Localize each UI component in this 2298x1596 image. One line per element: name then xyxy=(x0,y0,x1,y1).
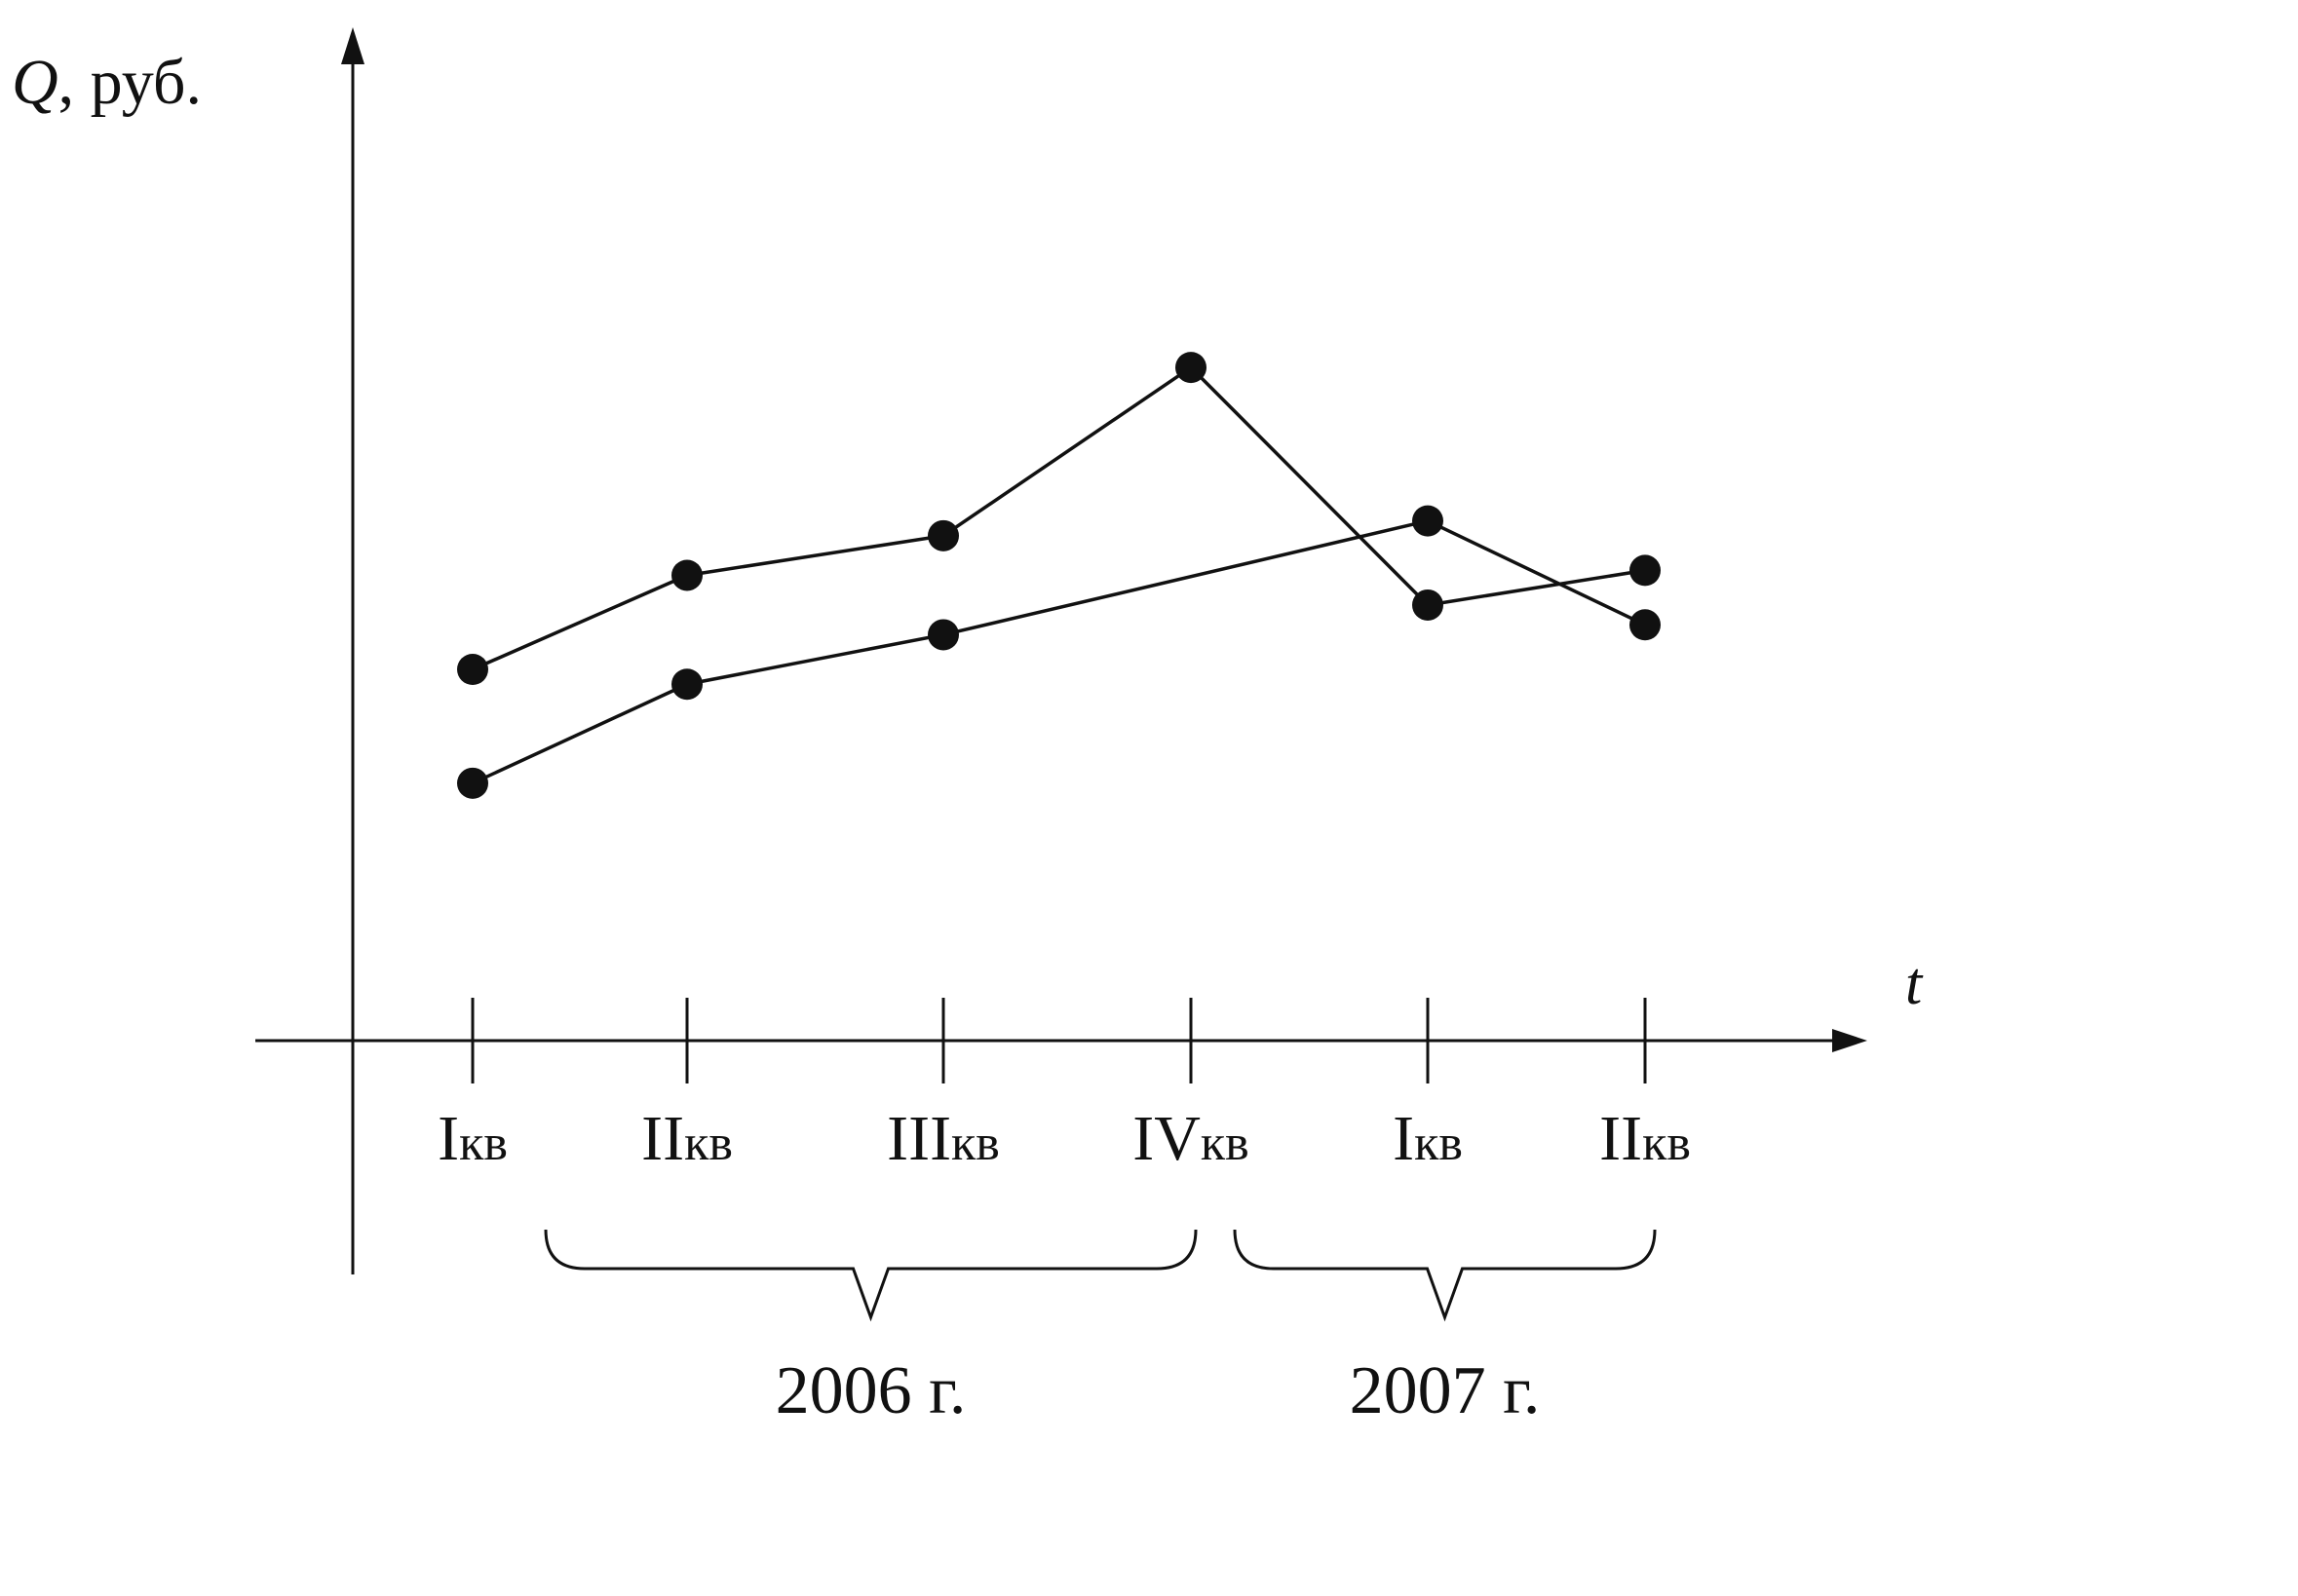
y-axis-label-unit: , руб. xyxy=(58,47,202,118)
x-tick-label-5-suffix: кв xyxy=(1642,1116,1691,1171)
series-1-line xyxy=(472,518,1646,785)
x-tick-label-5: IIкв xyxy=(1599,1103,1691,1174)
x-tick-label-3: IVкв xyxy=(1132,1103,1248,1174)
series-1-point-3 xyxy=(1412,505,1443,537)
series-1-point-4 xyxy=(1629,609,1661,641)
series-0-point-5 xyxy=(1629,554,1661,587)
x-tick-label-3-numeral: IV xyxy=(1132,1103,1201,1174)
series-1-point-2 xyxy=(928,619,959,651)
year-label-1: 2007 г. xyxy=(1350,1353,1541,1428)
x-tick-label-1-suffix: кв xyxy=(684,1116,733,1171)
x-tick-label-2-numeral: III xyxy=(887,1103,951,1174)
series-layer xyxy=(457,352,1661,799)
x-tick-label-4-suffix: кв xyxy=(1414,1116,1463,1171)
series-1-point-0 xyxy=(457,767,488,799)
series-1-point-1 xyxy=(671,668,703,701)
x-tick-label-5-numeral: II xyxy=(1599,1103,1642,1174)
x-axis-arrow xyxy=(1832,1029,1867,1052)
series-0-point-2 xyxy=(928,519,959,551)
x-tick-label-1: IIкв xyxy=(641,1103,733,1174)
x-tick-label-1-numeral: II xyxy=(641,1103,684,1174)
x-tick-label-4-numeral: I xyxy=(1393,1103,1414,1174)
x-tick-label-0-suffix: кв xyxy=(459,1116,508,1171)
x-tick-label-2: IIIкв xyxy=(887,1103,1000,1174)
y-axis-label-symbol: Q xyxy=(12,47,58,118)
year-label-0: 2006 г. xyxy=(776,1353,967,1428)
series-0-point-0 xyxy=(457,654,488,685)
x-tick-label-4: Iкв xyxy=(1393,1103,1463,1174)
x-tick-label-0: Iкв xyxy=(438,1103,508,1174)
ticks-layer: Iкв IIкв IIIкв IVкв Iкв IIкв xyxy=(438,998,1691,1174)
y-axis-label: Q, руб. xyxy=(12,47,202,118)
series-0-line xyxy=(472,364,1646,671)
year-brace-0 xyxy=(544,1229,1198,1322)
x-tick-label-0-numeral: I xyxy=(438,1103,459,1174)
braces-layer: 2006 г. 2007 г. xyxy=(544,1229,1657,1428)
series-0-point-3 xyxy=(1175,352,1206,384)
y-axis-arrow xyxy=(341,27,364,64)
series-0-point-4 xyxy=(1412,589,1443,621)
series-0-point-1 xyxy=(671,559,703,591)
x-axis-label: t xyxy=(1905,951,1924,1017)
x-tick-label-2-suffix: кв xyxy=(951,1116,1000,1171)
year-brace-1 xyxy=(1233,1229,1657,1322)
x-tick-label-3-suffix: кв xyxy=(1201,1116,1249,1171)
